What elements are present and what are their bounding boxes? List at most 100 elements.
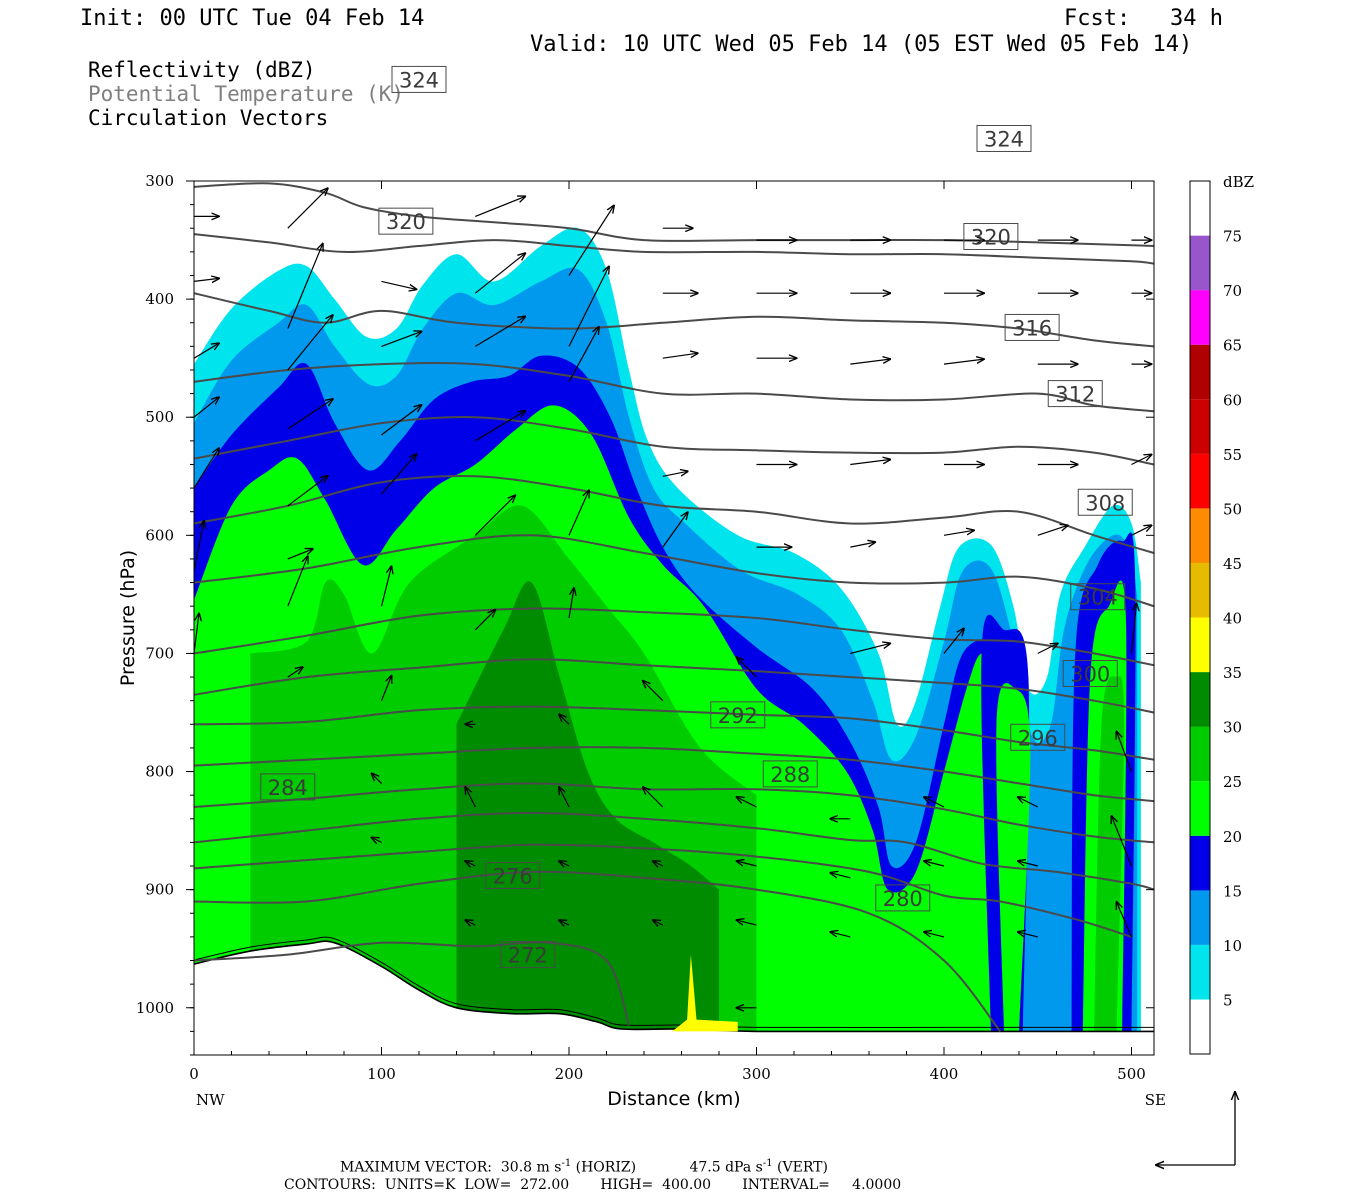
- colorbar-swatch: [1190, 562, 1210, 618]
- vector-arrow: [194, 343, 219, 359]
- colorbar-frame: [1189, 180, 1211, 1055]
- colorbar-level-label: 20: [1223, 828, 1242, 846]
- below-ground: [194, 941, 1154, 1055]
- terrain: [194, 936, 1154, 1055]
- vector-arrow: [372, 773, 382, 784]
- vector-arrow: [380, 566, 392, 607]
- colorbar-swatch: [1190, 617, 1210, 673]
- colorbar-level-label: 35: [1223, 664, 1242, 682]
- contours-info: CONTOURS: UNITS=K LOW= 272.00 HIGH= 400.…: [284, 1177, 902, 1193]
- theta-label-324: 324: [984, 127, 1024, 151]
- vector-arrow: [559, 861, 570, 866]
- vector-arrow: [1130, 603, 1137, 654]
- vector-arrow: [1117, 902, 1133, 938]
- vector-arrow: [381, 454, 417, 495]
- vector-arrow: [653, 861, 664, 866]
- y-tick-label: 800: [145, 763, 174, 781]
- theta-label-292: 292: [718, 704, 758, 728]
- vector-arrow: [381, 280, 417, 289]
- colorbar-level-label: 5: [1223, 991, 1233, 1009]
- vector-arrow: [943, 359, 984, 365]
- colorbar-swatch: [1190, 672, 1210, 727]
- vector-arrow: [653, 920, 664, 925]
- vector-arrow: [850, 359, 890, 365]
- vector-arrow: [194, 613, 199, 654]
- x-tick-label: 0: [189, 1065, 199, 1083]
- field-potential-temperature: Potential Temperature (K): [88, 82, 405, 106]
- x-tick-label: 500: [1117, 1065, 1146, 1083]
- vector-arrow: [662, 471, 688, 477]
- vector-arrow: [465, 787, 476, 808]
- vector-arrow: [287, 549, 313, 560]
- y-tick-label: 500: [145, 408, 174, 426]
- vector-arrow: [568, 588, 574, 619]
- vector-arrow: [194, 278, 219, 281]
- theta-label-284: 284: [268, 776, 308, 800]
- vector-arrow: [943, 628, 964, 654]
- vector-arrow: [1112, 816, 1133, 867]
- vector-arrow: [1131, 525, 1152, 536]
- vector-arrow: [1018, 861, 1038, 866]
- y-tick-label: 400: [145, 290, 174, 308]
- theta-label-300: 300: [1070, 663, 1110, 687]
- theta-label-box: [710, 701, 766, 729]
- colorbar-swatch: [1190, 235, 1210, 291]
- vector-arrow: [474, 610, 495, 631]
- colorbar-swatch: [1190, 781, 1210, 836]
- vector-arrow: [737, 920, 757, 925]
- colorbar-swatch: [1190, 181, 1210, 236]
- vector-arrow: [643, 681, 664, 702]
- surface-line: [194, 940, 1154, 1033]
- vector-arrow: [559, 714, 570, 725]
- theta-contour-284: [194, 811, 1154, 891]
- init-time: Init: 00 UTC Tue 04 Feb 14: [80, 6, 425, 31]
- vector-arrow: [381, 405, 422, 436]
- colorbar-level-label: 45: [1223, 555, 1242, 573]
- vector-arrow: [850, 542, 875, 548]
- vector-arrow: [830, 932, 851, 937]
- surface-line-upper: [194, 936, 1154, 1029]
- theta-label-316: 316: [1012, 316, 1052, 340]
- vector-arrow: [287, 188, 328, 229]
- theta-label-box: [762, 760, 818, 788]
- theta-label-272: 272: [508, 944, 548, 968]
- colorbar-swatch: [1190, 835, 1210, 891]
- theta-label-276: 276: [493, 864, 533, 888]
- vector-arrow: [559, 787, 570, 808]
- vector-arrow: [830, 873, 851, 878]
- colorbar-swatch: [1190, 453, 1210, 509]
- vector-arrow: [287, 667, 303, 678]
- colorbar-swatch: [1190, 399, 1210, 454]
- colorbar-level-label: 60: [1223, 391, 1242, 409]
- vector-arrow: [568, 206, 614, 276]
- circulation-vectors: [194, 188, 1152, 1008]
- max-vector-line: MAXIMUM VECTOR: 30.8 m s-1 (HORIZ) 47.5 …: [340, 1158, 828, 1176]
- theta-label-box: [1047, 380, 1103, 408]
- x-axis-label: Distance (km): [607, 1088, 740, 1110]
- theta-label-320: 320: [386, 210, 426, 234]
- theta-contour-304: [194, 607, 1154, 667]
- vector-arrow: [1018, 797, 1039, 808]
- theta-contour-292: [194, 746, 1154, 803]
- vector-arrow: [287, 399, 333, 430]
- colorbar-level-label: 70: [1223, 282, 1242, 300]
- vector-arrow: [287, 476, 328, 507]
- colorbar-swatch: [1190, 508, 1210, 563]
- colorbar-level-label: 15: [1223, 882, 1242, 900]
- theta-label-280: 280: [883, 887, 923, 911]
- vector-arrow: [287, 556, 308, 607]
- field-reflectivity: Reflectivity (dBZ): [88, 58, 316, 82]
- y-axis-label: Pressure (hPa): [117, 550, 139, 686]
- y-tick-label: 1000: [136, 999, 174, 1017]
- x-tick-label: 200: [555, 1065, 584, 1083]
- vector-arrow: [287, 244, 323, 329]
- vector-arrow: [737, 797, 757, 808]
- theta-label-box: [500, 941, 556, 969]
- dbz-colorbar: 5 10 15 20 25 30 35 40 45 50 55 60 65 70 75 dBZ: [1189, 173, 1254, 1055]
- reflectivity-cell-4: [1094, 676, 1124, 1032]
- vector-arrow: [474, 253, 525, 294]
- theta-label-box: [1070, 583, 1126, 611]
- x-end-label-se: SE: [1145, 1091, 1166, 1109]
- theta-label-box: [1004, 313, 1060, 341]
- theta-label-box: [378, 207, 434, 235]
